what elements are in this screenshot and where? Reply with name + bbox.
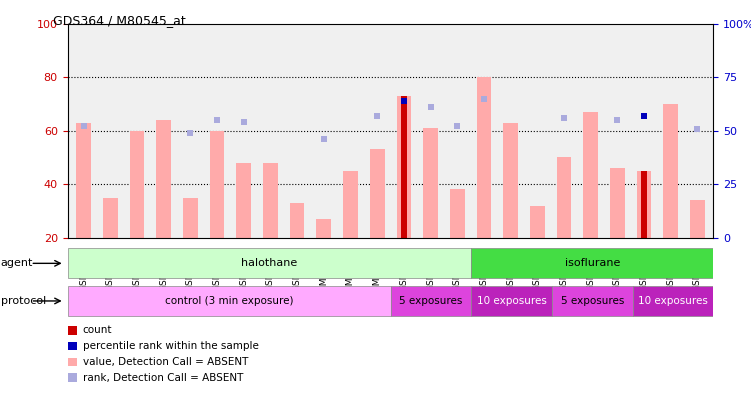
Text: halothane: halothane: [241, 258, 297, 268]
Text: 10 exposures: 10 exposures: [477, 296, 547, 306]
Bar: [641, 171, 647, 238]
Bar: [68, 248, 472, 278]
Bar: [477, 77, 491, 238]
Bar: [369, 149, 385, 238]
Bar: [391, 286, 472, 316]
Bar: [610, 168, 625, 238]
Bar: [156, 120, 171, 238]
Text: rank, Detection Call = ABSENT: rank, Detection Call = ABSENT: [83, 373, 243, 383]
Bar: [450, 189, 465, 238]
Bar: [397, 96, 412, 238]
Bar: [663, 104, 678, 238]
Bar: [503, 123, 518, 238]
Bar: [637, 171, 651, 238]
Bar: [237, 163, 251, 238]
Bar: [316, 219, 331, 238]
Bar: [472, 248, 713, 278]
Bar: [130, 131, 144, 238]
Bar: [690, 200, 704, 238]
Text: value, Detection Call = ABSENT: value, Detection Call = ABSENT: [83, 357, 248, 367]
Bar: [290, 203, 304, 238]
Text: 10 exposures: 10 exposures: [638, 296, 708, 306]
Bar: [632, 286, 713, 316]
Bar: [103, 198, 118, 238]
Text: isoflurane: isoflurane: [565, 258, 620, 268]
Text: agent: agent: [1, 258, 33, 268]
Text: control (3 min exposure): control (3 min exposure): [164, 296, 294, 306]
Bar: [584, 112, 598, 238]
Bar: [556, 157, 572, 238]
Text: 5 exposures: 5 exposures: [400, 296, 463, 306]
Text: protocol: protocol: [1, 296, 46, 306]
Bar: [343, 171, 357, 238]
Bar: [472, 286, 552, 316]
Text: 5 exposures: 5 exposures: [561, 296, 624, 306]
Bar: [424, 128, 438, 238]
Bar: [210, 131, 225, 238]
Bar: [183, 198, 198, 238]
Bar: [77, 123, 91, 238]
Bar: [263, 163, 278, 238]
Bar: [400, 96, 407, 238]
Text: count: count: [83, 325, 112, 335]
Text: GDS364 / M80545_at: GDS364 / M80545_at: [53, 14, 185, 27]
Bar: [68, 286, 391, 316]
Bar: [552, 286, 632, 316]
Bar: [530, 206, 544, 238]
Text: percentile rank within the sample: percentile rank within the sample: [83, 341, 258, 351]
